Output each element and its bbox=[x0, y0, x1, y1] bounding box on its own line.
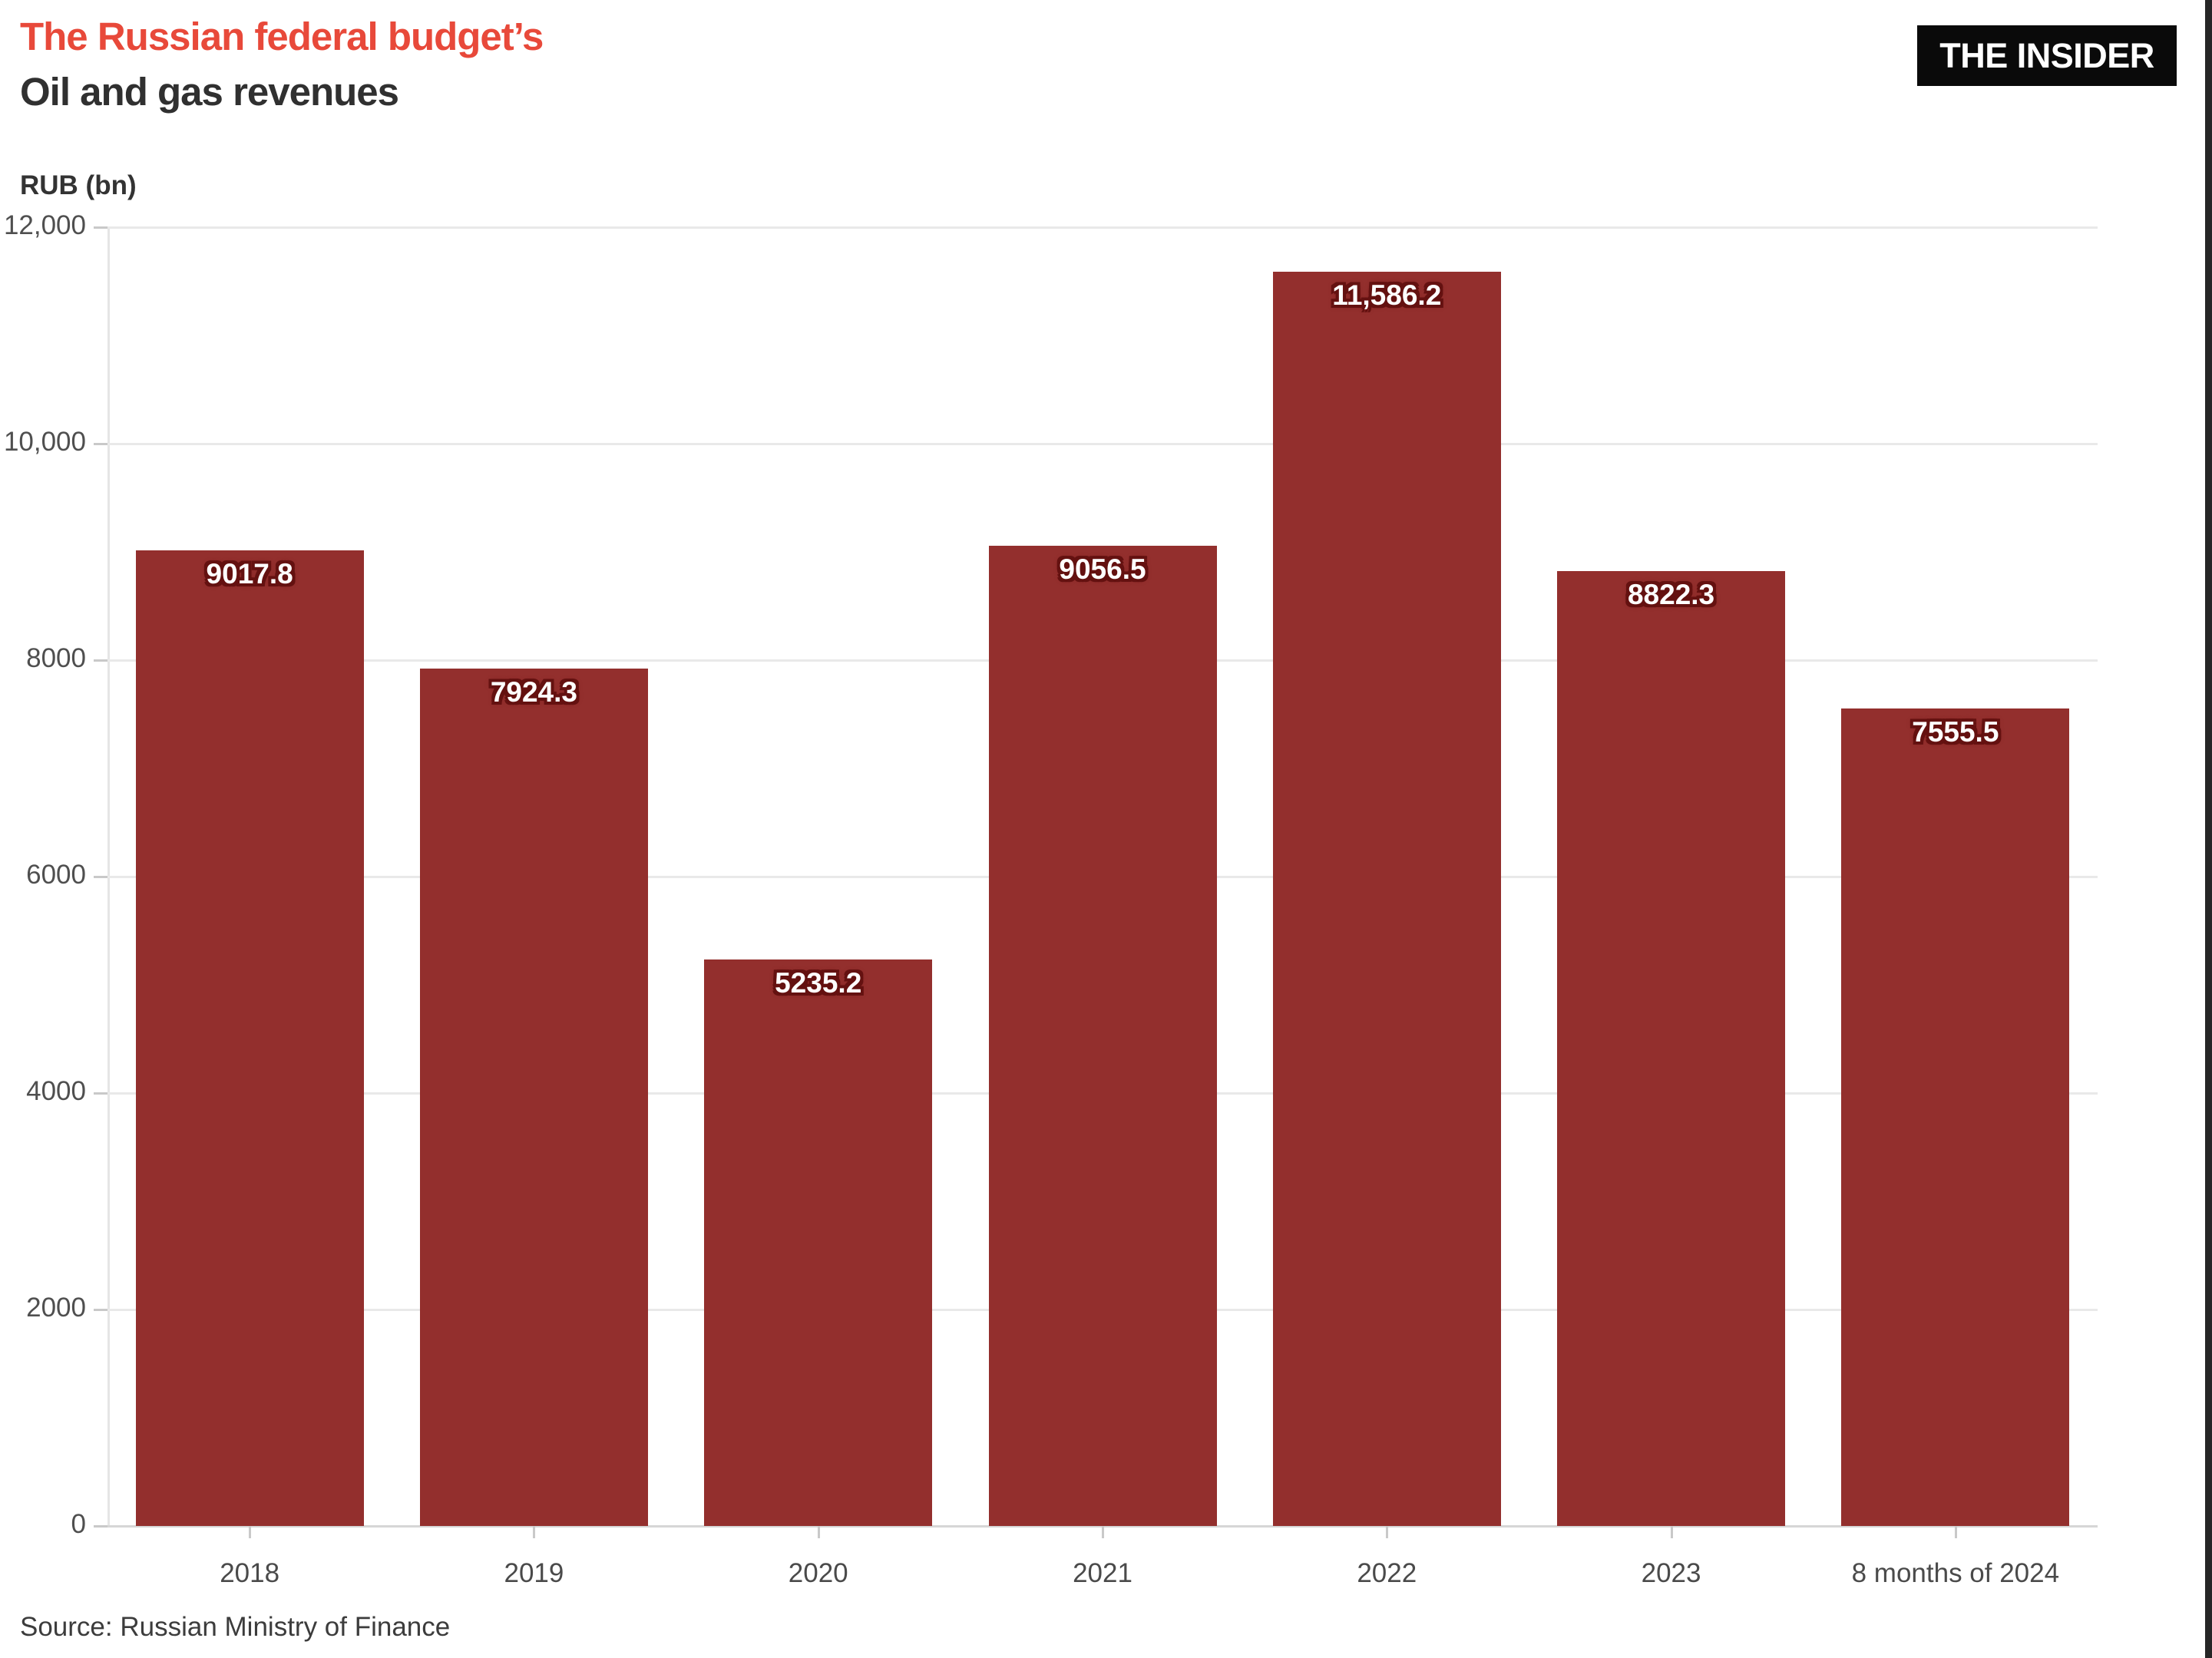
bar-value-label-2021: 9056.5 bbox=[1059, 553, 1146, 586]
x-tick-8-months-of-2024 bbox=[1954, 1526, 1957, 1538]
source-note: Source: Russian Ministry of Finance bbox=[20, 1612, 451, 1642]
bar-value-label-2019: 7924.3 bbox=[490, 675, 577, 708]
y-tick-label-8000: 8000 bbox=[26, 643, 86, 673]
bar-value-label-8-months-of-2024: 7555.5 bbox=[1912, 715, 1999, 748]
x-tick-2021 bbox=[1102, 1526, 1104, 1538]
y-tick-10000 bbox=[94, 443, 107, 445]
bar-2020: 5235.2 bbox=[704, 959, 933, 1526]
y-tick-12000 bbox=[94, 226, 107, 229]
bar-2022: 11,586.2 bbox=[1272, 272, 1501, 1526]
bar-2021: 9056.5 bbox=[988, 546, 1217, 1526]
scrollbar[interactable] bbox=[2205, 0, 2212, 1658]
bar-2019: 7924.3 bbox=[419, 668, 648, 1526]
page-title: Oil and gas revenues bbox=[20, 70, 399, 114]
y-tick-label-12000: 12,000 bbox=[3, 210, 86, 240]
x-tick-label-2020: 2020 bbox=[788, 1558, 848, 1588]
y-tick-8000 bbox=[94, 659, 107, 662]
x-tick-label-8-months-of-2024: 8 months of 2024 bbox=[1851, 1558, 2060, 1588]
x-tick-label-2021: 2021 bbox=[1073, 1558, 1132, 1588]
bar-value-label-2020: 5235.2 bbox=[775, 966, 862, 999]
bar-value-label-2018: 9017.8 bbox=[206, 557, 293, 590]
x-tick-label-2018: 2018 bbox=[220, 1558, 280, 1588]
y-tick-label-10000: 10,000 bbox=[3, 427, 86, 457]
the-insider-logo: THE INSIDER bbox=[1917, 25, 2177, 86]
x-tick-2023 bbox=[1670, 1526, 1673, 1538]
gridline-10000 bbox=[107, 443, 2098, 445]
y-tick-label-2000: 2000 bbox=[26, 1293, 86, 1323]
y-tick-label-6000: 6000 bbox=[26, 860, 86, 890]
gridline-12000 bbox=[107, 226, 2098, 229]
bar-8-months-of-2024: 7555.5 bbox=[1841, 708, 2070, 1526]
y-tick-6000 bbox=[94, 876, 107, 878]
x-tick-label-2023: 2023 bbox=[1641, 1558, 1701, 1588]
page-title-accent: The Russian federal budget’s bbox=[20, 15, 544, 58]
y-tick-0 bbox=[94, 1525, 107, 1528]
y-tick-2000 bbox=[94, 1309, 107, 1311]
x-tick-label-2019: 2019 bbox=[504, 1558, 564, 1588]
x-tick-2022 bbox=[1386, 1526, 1389, 1538]
x-tick-label-2022: 2022 bbox=[1357, 1558, 1417, 1588]
y-tick-label-0: 0 bbox=[71, 1509, 86, 1539]
bar-value-label-2022: 11,586.2 bbox=[1332, 279, 1442, 312]
x-tick-2020 bbox=[817, 1526, 820, 1538]
logo-text: THE INSIDER bbox=[1939, 35, 2154, 75]
y-tick-4000 bbox=[94, 1092, 107, 1095]
x-tick-2019 bbox=[533, 1526, 536, 1538]
y-tick-label-4000: 4000 bbox=[26, 1076, 86, 1106]
bar-2018: 9017.8 bbox=[135, 550, 364, 1526]
y-axis-unit-label: RUB (bn) bbox=[20, 170, 137, 200]
bar-value-label-2023: 8822.3 bbox=[1627, 579, 1715, 611]
plot-area: 9017.8 7924.3 5235.2 9056.5 11,586.2 8822.3 75… bbox=[107, 226, 2098, 1528]
bar-2023: 8822.3 bbox=[1557, 571, 1786, 1526]
x-tick-2018 bbox=[249, 1526, 252, 1538]
